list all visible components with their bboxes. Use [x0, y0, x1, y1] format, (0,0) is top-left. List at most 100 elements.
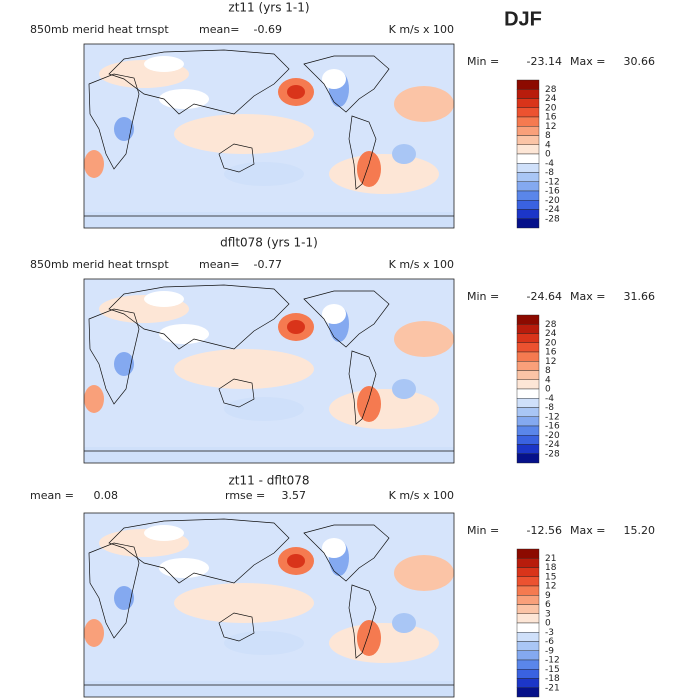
colorbar-swatch — [516, 200, 540, 210]
map-frame — [83, 278, 455, 464]
colorbar-label: -16 — [545, 187, 560, 197]
colorbar-label: 6 — [545, 600, 551, 610]
colorbar-swatch — [516, 687, 540, 698]
map — [84, 44, 454, 228]
colorbar-swatch — [516, 135, 540, 145]
colorbar-swatch — [516, 209, 540, 219]
colorbar-label: 4 — [545, 140, 551, 150]
max-label: Max = — [570, 55, 605, 68]
colorbar-swatch — [516, 585, 540, 596]
max-value: 30.66 — [624, 55, 656, 68]
panel-title: dflt078 (yrs 1-1) — [220, 236, 318, 250]
panel-title: zt11 (yrs 1-1) — [228, 1, 309, 15]
panel: dflt078 (yrs 1-1) 850mb merid heat trnspt… — [30, 236, 655, 464]
colorbar-label: -12 — [545, 656, 560, 666]
colorbar-label: -6 — [545, 637, 554, 647]
colorbar-swatch — [516, 314, 540, 325]
rmse-value: 3.57 — [282, 489, 307, 502]
colorbar-swatch — [516, 116, 540, 127]
colorbar-label: 15 — [545, 572, 556, 582]
colorbar-swatch — [516, 650, 540, 661]
colorbar-swatch — [516, 218, 540, 229]
field-label: 850mb merid heat trnspt — [30, 258, 169, 271]
max-value: 31.66 — [624, 290, 656, 303]
mean-label: mean = — [30, 489, 74, 502]
colorbar-label: -8 — [545, 403, 554, 413]
colorbar-label: -8 — [545, 168, 554, 178]
colorbar-label: 20 — [545, 338, 557, 348]
season-label: DJF — [504, 8, 542, 30]
colorbar-label: -28 — [545, 449, 560, 459]
colorbar-swatch — [516, 453, 540, 464]
mean-value: 0.08 — [94, 489, 119, 502]
colorbar-label: 12 — [545, 582, 556, 592]
colorbar-label: 18 — [545, 563, 557, 573]
mean-label: mean= — [199, 23, 239, 36]
colorbar-swatch — [516, 361, 540, 371]
min-label: Min = — [467, 290, 499, 303]
colorbar-swatch — [516, 669, 540, 679]
colorbar-swatch — [516, 567, 540, 577]
colorbar-label: 4 — [545, 375, 551, 385]
colorbar-swatch — [516, 107, 540, 118]
colorbar-label: -24 — [545, 440, 560, 450]
min-label: Min = — [467, 524, 499, 537]
colorbar-swatch — [516, 379, 540, 390]
colorbar-swatch — [516, 163, 540, 173]
colorbar-label: 3 — [545, 609, 551, 619]
colorbar-label: -24 — [545, 205, 560, 215]
map-frame — [83, 43, 455, 229]
units-label: K m/s x 100 — [389, 489, 454, 502]
colorbar-swatch — [516, 604, 540, 614]
colorbar-swatch — [516, 632, 540, 642]
colorbar-swatch — [516, 595, 540, 605]
colorbar-swatch — [516, 576, 540, 587]
min-label: Min = — [467, 55, 499, 68]
colorbar-swatch — [516, 548, 540, 559]
colorbar-label: 0 — [545, 619, 551, 629]
rmse-label: rmse = — [225, 489, 265, 502]
min-value: -24.64 — [527, 290, 562, 303]
colorbar-label: 20 — [545, 103, 557, 113]
colorbar-swatch — [516, 678, 540, 688]
min-value: -12.56 — [527, 524, 562, 537]
colorbar-label: -16 — [545, 422, 560, 432]
colorbar-swatch — [516, 398, 540, 408]
colorbar-label: -3 — [545, 628, 554, 638]
colorbar-label: -28 — [545, 214, 560, 224]
colorbar-label: -21 — [545, 683, 560, 693]
colorbar-swatch — [516, 181, 540, 192]
colorbar-label: 8 — [545, 366, 551, 376]
colorbar-label: 28 — [545, 320, 557, 330]
panel: zt11 (yrs 1-1) 850mb merid heat trnspt mea… — [30, 1, 655, 229]
mean-value: -0.69 — [254, 23, 282, 36]
colorbar-swatch — [516, 435, 540, 445]
colorbar-label: 24 — [545, 329, 557, 339]
colorbar-label: 24 — [545, 94, 557, 104]
colorbar-label: -4 — [545, 159, 554, 169]
colorbar-swatch — [516, 641, 540, 651]
mean-value: -0.77 — [254, 258, 282, 271]
colorbar-swatch — [516, 444, 540, 454]
colorbar-label: 21 — [545, 554, 556, 564]
colorbar-label: 12 — [545, 357, 556, 367]
colorbar-label: 16 — [545, 348, 557, 358]
field-label: 850mb merid heat trnspt — [30, 23, 169, 36]
colorbar-swatch — [516, 622, 540, 633]
colorbar-swatch — [516, 190, 540, 201]
colorbar-label: -9 — [545, 646, 554, 656]
max-label: Max = — [570, 290, 605, 303]
colorbar-label: -4 — [545, 394, 554, 404]
colorbar-swatch — [516, 425, 540, 436]
colorbar-label: -15 — [545, 665, 560, 675]
panel: zt11 - dflt078 mean = 0.08 rmse = 3.57 K m/s … — [30, 474, 655, 698]
map-frame — [83, 512, 455, 698]
colorbar-swatch — [516, 126, 540, 136]
colorbar-swatch — [516, 324, 540, 334]
mean-label: mean= — [199, 258, 239, 271]
colorbar-label: 0 — [545, 150, 551, 160]
colorbar-swatch — [516, 407, 540, 417]
colorbar-label: 9 — [545, 591, 551, 601]
colorbar-swatch — [516, 351, 540, 362]
